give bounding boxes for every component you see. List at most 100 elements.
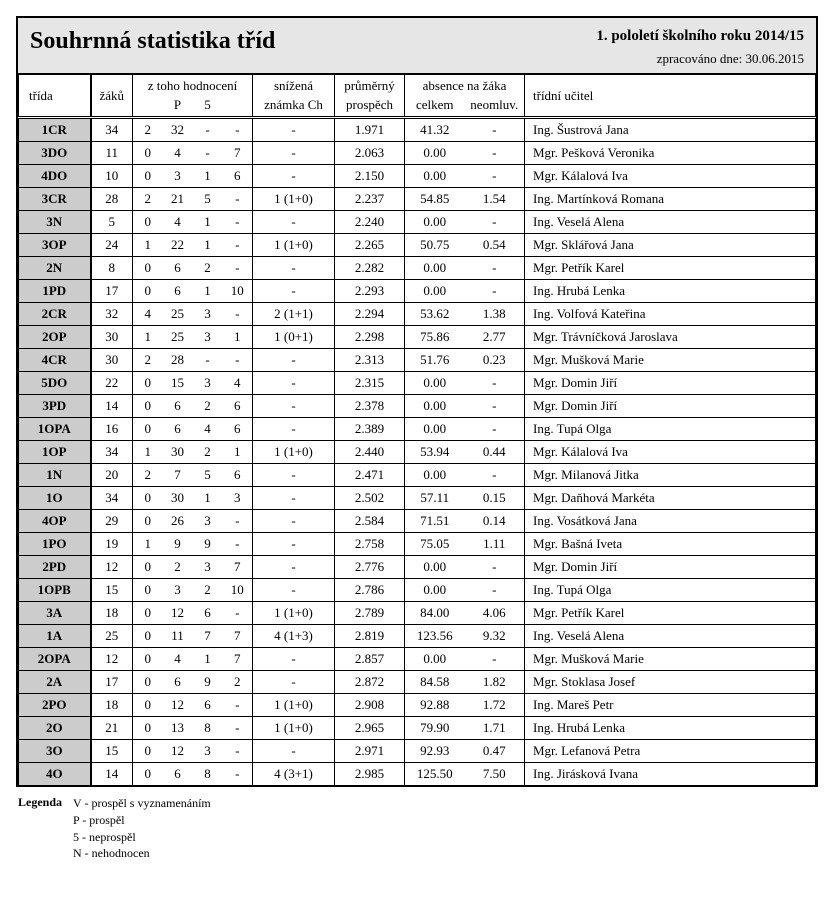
cell-n: 1 bbox=[223, 326, 253, 349]
cell-trida: 2PO bbox=[19, 694, 91, 717]
table-row: 2N8062--2.2820.00-Mgr. Petřík Karel bbox=[19, 257, 816, 280]
cell-snizena: - bbox=[253, 648, 335, 671]
cell-v: 2 bbox=[133, 118, 163, 142]
cell-trida: 2PD bbox=[19, 556, 91, 579]
cell-zaku: 5 bbox=[91, 211, 133, 234]
table-row: 1N202756-2.4710.00-Mgr. Milanová Jitka bbox=[19, 464, 816, 487]
cell-p: 4 bbox=[163, 142, 193, 165]
cell-trida: 1PO bbox=[19, 533, 91, 556]
cell-v: 1 bbox=[133, 234, 163, 257]
cell-n: 3 bbox=[223, 487, 253, 510]
cell-snizena: - bbox=[253, 464, 335, 487]
table-row: 1O3403013-2.50257.110.15Mgr. Daňhová Mar… bbox=[19, 487, 816, 510]
cell-v: 0 bbox=[133, 740, 163, 763]
cell-n: 6 bbox=[223, 395, 253, 418]
cell-ucitel: Ing. Tupá Olga bbox=[525, 579, 816, 602]
cell-5: 1 bbox=[193, 165, 223, 188]
cell-5: 1 bbox=[193, 211, 223, 234]
cell-5: 2 bbox=[193, 257, 223, 280]
cell-p: 2 bbox=[163, 556, 193, 579]
cell-snizena: - bbox=[253, 118, 335, 142]
table-row: 4O14068-4 (3+1)2.985125.507.50Ing. Jirás… bbox=[19, 763, 816, 786]
cell-p: 11 bbox=[163, 625, 193, 648]
cell-n: 6 bbox=[223, 464, 253, 487]
table-row: 1PO19199--2.75875.051.11Mgr. Bašná Iveta bbox=[19, 533, 816, 556]
cell-abs-celkem: 51.76 bbox=[405, 349, 465, 372]
cell-n: 7 bbox=[223, 556, 253, 579]
cell-ucitel: Mgr. Domin Jiří bbox=[525, 372, 816, 395]
cell-trida: 4CR bbox=[19, 349, 91, 372]
cell-snizena: - bbox=[253, 211, 335, 234]
cell-trida: 1O bbox=[19, 487, 91, 510]
cell-5: 1 bbox=[193, 234, 223, 257]
cell-trida: 3N bbox=[19, 211, 91, 234]
cell-prospech: 2.971 bbox=[335, 740, 405, 763]
cell-p: 6 bbox=[163, 395, 193, 418]
cell-n: 7 bbox=[223, 142, 253, 165]
cell-abs-celkem: 79.90 bbox=[405, 717, 465, 740]
cell-ucitel: Mgr. Petřík Karel bbox=[525, 602, 816, 625]
table-body: 1CR34232---1.97141.32-Ing. Šustrová Jana… bbox=[19, 118, 816, 786]
cell-v: 0 bbox=[133, 257, 163, 280]
cell-snizena: - bbox=[253, 418, 335, 441]
cell-prospech: 2.471 bbox=[335, 464, 405, 487]
cell-v: 0 bbox=[133, 579, 163, 602]
cell-zaku: 17 bbox=[91, 280, 133, 303]
cell-zaku: 15 bbox=[91, 579, 133, 602]
cell-n: 4 bbox=[223, 372, 253, 395]
cell-zaku: 29 bbox=[91, 510, 133, 533]
cell-prospech: 2.237 bbox=[335, 188, 405, 211]
cell-abs-neoml: 1.82 bbox=[465, 671, 525, 694]
col-h-5: 5 bbox=[193, 97, 223, 118]
cell-p: 12 bbox=[163, 694, 193, 717]
cell-trida: 3O bbox=[19, 740, 91, 763]
cell-p: 9 bbox=[163, 533, 193, 556]
cell-prospech: 2.758 bbox=[335, 533, 405, 556]
cell-v: 0 bbox=[133, 211, 163, 234]
cell-v: 0 bbox=[133, 556, 163, 579]
cell-zaku: 25 bbox=[91, 625, 133, 648]
cell-snizena: 1 (1+0) bbox=[253, 602, 335, 625]
table-row: 1A25011774 (1+3)2.819123.569.32Ing. Vese… bbox=[19, 625, 816, 648]
cell-trida: 3PD bbox=[19, 395, 91, 418]
cell-v: 1 bbox=[133, 326, 163, 349]
cell-ucitel: Mgr. Domin Jiří bbox=[525, 556, 816, 579]
cell-n: - bbox=[223, 763, 253, 786]
col-abs-celkem: celkem bbox=[405, 97, 465, 118]
cell-prospech: 2.857 bbox=[335, 648, 405, 671]
table-row: 2CR324253-2 (1+1)2.29453.621.38Ing. Volf… bbox=[19, 303, 816, 326]
legend-line: 5 - neprospěl bbox=[73, 829, 211, 846]
cell-prospech: 2.240 bbox=[335, 211, 405, 234]
cell-snizena: - bbox=[253, 349, 335, 372]
cell-v: 0 bbox=[133, 510, 163, 533]
cell-abs-neoml: 1.72 bbox=[465, 694, 525, 717]
cell-trida: 2CR bbox=[19, 303, 91, 326]
cell-5: 2 bbox=[193, 395, 223, 418]
cell-n: - bbox=[223, 510, 253, 533]
cell-zaku: 24 bbox=[91, 234, 133, 257]
cell-abs-neoml: - bbox=[465, 372, 525, 395]
cell-abs-celkem: 84.00 bbox=[405, 602, 465, 625]
cell-abs-neoml: - bbox=[465, 464, 525, 487]
cell-abs-celkem: 92.88 bbox=[405, 694, 465, 717]
cell-p: 25 bbox=[163, 303, 193, 326]
cell-abs-celkem: 50.75 bbox=[405, 234, 465, 257]
cell-prospech: 2.965 bbox=[335, 717, 405, 740]
cell-zaku: 16 bbox=[91, 418, 133, 441]
cell-zaku: 20 bbox=[91, 464, 133, 487]
cell-trida: 1CR bbox=[19, 118, 91, 142]
cell-ucitel: Mgr. Kálalová Iva bbox=[525, 165, 816, 188]
table-head: třída žáků z toho hodnocení snížená prům… bbox=[19, 75, 816, 118]
cell-v: 0 bbox=[133, 487, 163, 510]
cell-trida: 2OP bbox=[19, 326, 91, 349]
report-processed: zpracováno dne: 30.06.2015 bbox=[596, 51, 804, 67]
cell-abs-neoml: 0.54 bbox=[465, 234, 525, 257]
cell-zaku: 34 bbox=[91, 487, 133, 510]
cell-n: 6 bbox=[223, 165, 253, 188]
cell-trida: 1N bbox=[19, 464, 91, 487]
cell-ucitel: Ing. Veselá Alena bbox=[525, 625, 816, 648]
cell-trida: 3A bbox=[19, 602, 91, 625]
cell-abs-celkem: 53.62 bbox=[405, 303, 465, 326]
cell-trida: 1OP bbox=[19, 441, 91, 464]
cell-p: 6 bbox=[163, 280, 193, 303]
